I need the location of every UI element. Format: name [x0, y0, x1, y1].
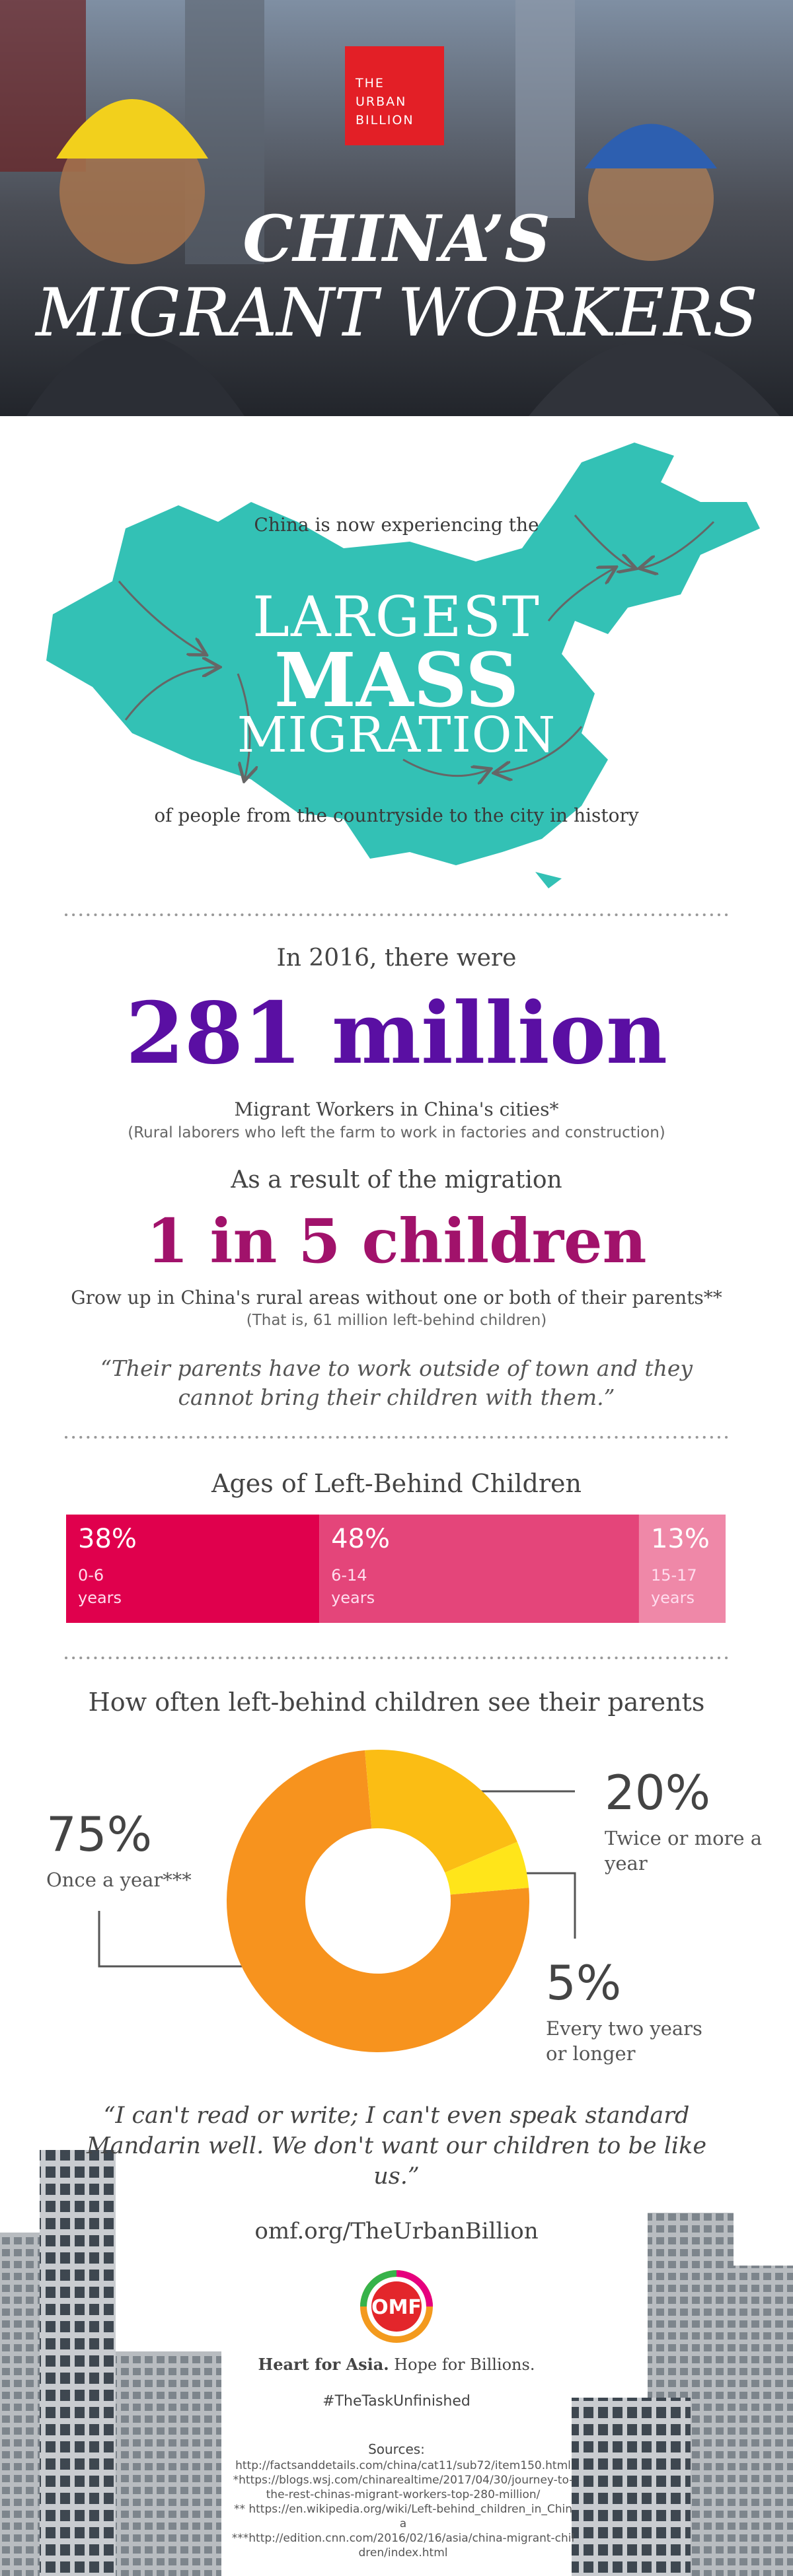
tagline: Heart for Asia. Hope for Billions.	[0, 2355, 793, 2374]
donut-segment	[365, 1750, 517, 1873]
children-quote: “Their parents have to work outside of t…	[100, 1355, 693, 1410]
buildings	[0, 2150, 793, 2576]
children-headline: 1 in 5 children	[146, 1205, 647, 1277]
map-intro: China is now experiencing the	[254, 514, 539, 536]
china-map	[46, 443, 760, 888]
source: ***http://edition.cnn.com/2016/02/16/asi…	[231, 2532, 575, 2559]
bar-segment	[66, 1515, 320, 1623]
stats-headline: 281 million	[125, 984, 668, 1083]
migration-arrows	[118, 515, 715, 779]
bar-title: Ages of Left-Behind Children	[211, 1469, 582, 1498]
donut-value-label: 5%	[546, 1955, 622, 2011]
stats-caption: Migrant Workers in China's cities*	[234, 1098, 559, 1120]
bar-value-label: 38%	[78, 1524, 137, 1554]
map-line1: LARGEST	[252, 585, 541, 649]
tagline-bold: Heart for Asia.	[258, 2355, 389, 2374]
bar-value-label: 13%	[650, 1524, 710, 1554]
source: ** https://en.wikipedia.org/wiki/Left-be…	[233, 2503, 573, 2530]
children-intro: As a result of the migration	[231, 1166, 562, 1194]
omf-core	[371, 2281, 422, 2332]
stats-intro: In 2016, there were	[276, 945, 517, 972]
children-caption: Grow up in China's rural areas without o…	[71, 1287, 722, 1308]
hashtag: #TheTaskUnfinished	[322, 2393, 471, 2410]
donut-category: Every two years or longer	[546, 2017, 702, 2065]
bar-category: 6-14 years	[331, 1566, 375, 1607]
hardhat-yellow	[56, 99, 208, 159]
title-line2: MIGRANT WORKERS	[36, 274, 758, 351]
children-note: (That is, 61 million left-behind childre…	[246, 1312, 547, 1329]
logo-box	[345, 46, 444, 145]
donut-value-label: 75%	[46, 1807, 153, 1862]
pie-title: How often left-behind children see their…	[88, 1688, 705, 1717]
donut-category: Once a year***	[46, 1869, 192, 1891]
bar-segment	[638, 1515, 726, 1623]
omf-logo-text: OMF	[371, 2296, 422, 2319]
bar-category: 0-6 years	[78, 1566, 122, 1607]
donut-category: Twice or more a year	[605, 1827, 763, 1875]
stats-note: (Rural laborers who left the farm to wor…	[128, 1124, 665, 1141]
donut-value-label: 20%	[605, 1765, 711, 1820]
tagline-rest: Hope for Billions.	[394, 2355, 535, 2374]
donut-segment	[445, 1842, 529, 1895]
title-line1: CHINA’S	[243, 201, 550, 276]
separators	[65, 913, 728, 1659]
quote2: “I can't read or write; I can't even spe…	[86, 2102, 707, 2190]
map-outro: of people from the countryside to the ci…	[154, 805, 639, 826]
logo-text: THE URBAN BILLION	[356, 76, 414, 127]
sources: http://factsanddetails.com/china/cat11/s…	[231, 2458, 575, 2560]
map-line2: MASS	[274, 637, 519, 724]
source: *https://blogs.wsj.com/chinarealtime/201…	[233, 2474, 574, 2501]
bar-value-label: 48%	[331, 1524, 390, 1554]
source: http://factsanddetails.com/china/cat11/s…	[235, 2459, 571, 2472]
sources-title: Sources:	[368, 2441, 425, 2457]
donut-segment	[227, 1750, 529, 2052]
footer-url: omf.org/TheUrbanBillion	[254, 2218, 539, 2244]
bar-category: 15-17 years	[650, 1566, 697, 1607]
map-line3: MIGRATION	[237, 707, 556, 764]
bar-segment	[319, 1515, 639, 1623]
hardhat-blue	[585, 124, 717, 168]
